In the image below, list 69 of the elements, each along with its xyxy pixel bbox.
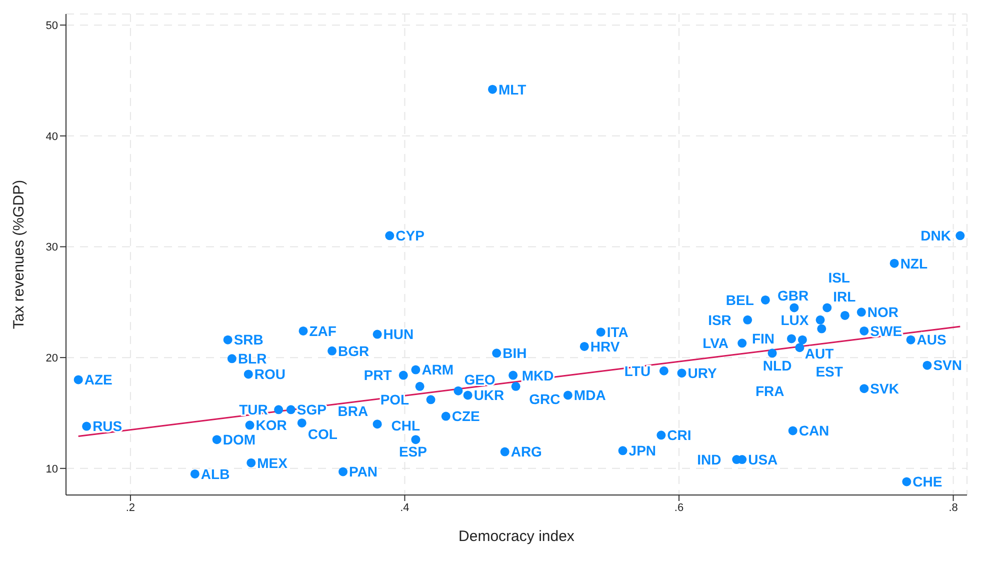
data-label: BLR [238, 350, 267, 367]
data-label: FIN [752, 330, 775, 347]
y-tick-label: 20 [46, 352, 58, 364]
data-label: AZE [84, 372, 112, 388]
data-label: PAN [349, 464, 378, 480]
data-label: MDA [574, 387, 606, 404]
data-label: CHE [912, 474, 942, 490]
data-label: GEO [464, 372, 496, 388]
y-axis-title: Tax revenues (%GDP) [10, 180, 28, 330]
data-label: NZL [900, 255, 928, 272]
data-label: ALB [200, 466, 230, 482]
data-label: ARG [510, 444, 542, 460]
x-tick-label: .4 [400, 502, 410, 514]
data-label: ISR [708, 312, 732, 328]
data-label: HRV [590, 338, 620, 354]
x-tick-label: .8 [948, 502, 958, 514]
data-label: ROU [254, 366, 286, 382]
data-label: BRA [338, 402, 368, 419]
data-label: GRC [529, 391, 560, 408]
data-label: FRA [756, 383, 784, 400]
data-label: KOR [256, 417, 287, 434]
data-label: RUS [92, 418, 122, 434]
y-tick-label: 40 [46, 130, 58, 143]
data-label: MEX [257, 454, 288, 471]
y-tick-label: 50 [46, 20, 58, 32]
data-label: COL [308, 426, 338, 442]
data-label: ISL [828, 269, 850, 286]
data-label: HUN [383, 326, 414, 342]
data-label: AUS [916, 332, 946, 348]
data-label: CYP [396, 228, 424, 244]
data-label: UKR [474, 387, 504, 404]
x-tick-label: .2 [126, 502, 136, 514]
data-label: BIH [502, 345, 527, 362]
data-label: CAN [798, 422, 830, 439]
data-label: LUX [780, 312, 810, 328]
data-label: ESP [398, 443, 427, 460]
data-label: IRL [833, 288, 856, 305]
data-label: DNK [920, 228, 951, 244]
data-label: ITA [606, 324, 628, 340]
data-label: SVK [870, 380, 899, 397]
data-label: EST [816, 363, 844, 380]
data-label: CRI [667, 427, 692, 444]
x-axis-title: Democracy index [458, 528, 575, 545]
x-tick-label: .6 [674, 502, 684, 514]
data-label: USA [748, 451, 778, 468]
y-tick-label: 10 [46, 463, 58, 476]
data-label: LTU [624, 362, 651, 379]
data-label: GBR [777, 288, 809, 304]
data-label: PRT [364, 367, 392, 384]
data-label: DOM [222, 431, 256, 448]
data-label: ZAF [309, 322, 337, 339]
data-label: SWE [870, 322, 902, 339]
y-tick-label: 30 [46, 242, 58, 254]
data-label: NLD [762, 358, 792, 374]
data-label: TUR [239, 402, 268, 418]
data-label: JPN [628, 442, 656, 459]
data-label: LVA [702, 335, 729, 352]
data-label: ARM [422, 362, 454, 378]
data-label: MLT [498, 81, 527, 98]
data-label: SVN [933, 357, 962, 374]
data-label: SRB [234, 332, 264, 348]
data-label: IND [697, 451, 722, 468]
data-label: BGR [338, 342, 370, 359]
data-label: AUT [804, 346, 834, 362]
data-label: NOR [867, 304, 899, 320]
data-label: CHL [391, 418, 421, 434]
data-label: CZE [452, 408, 480, 424]
data-label: URY [688, 364, 718, 381]
data-label: BEL [726, 292, 754, 308]
